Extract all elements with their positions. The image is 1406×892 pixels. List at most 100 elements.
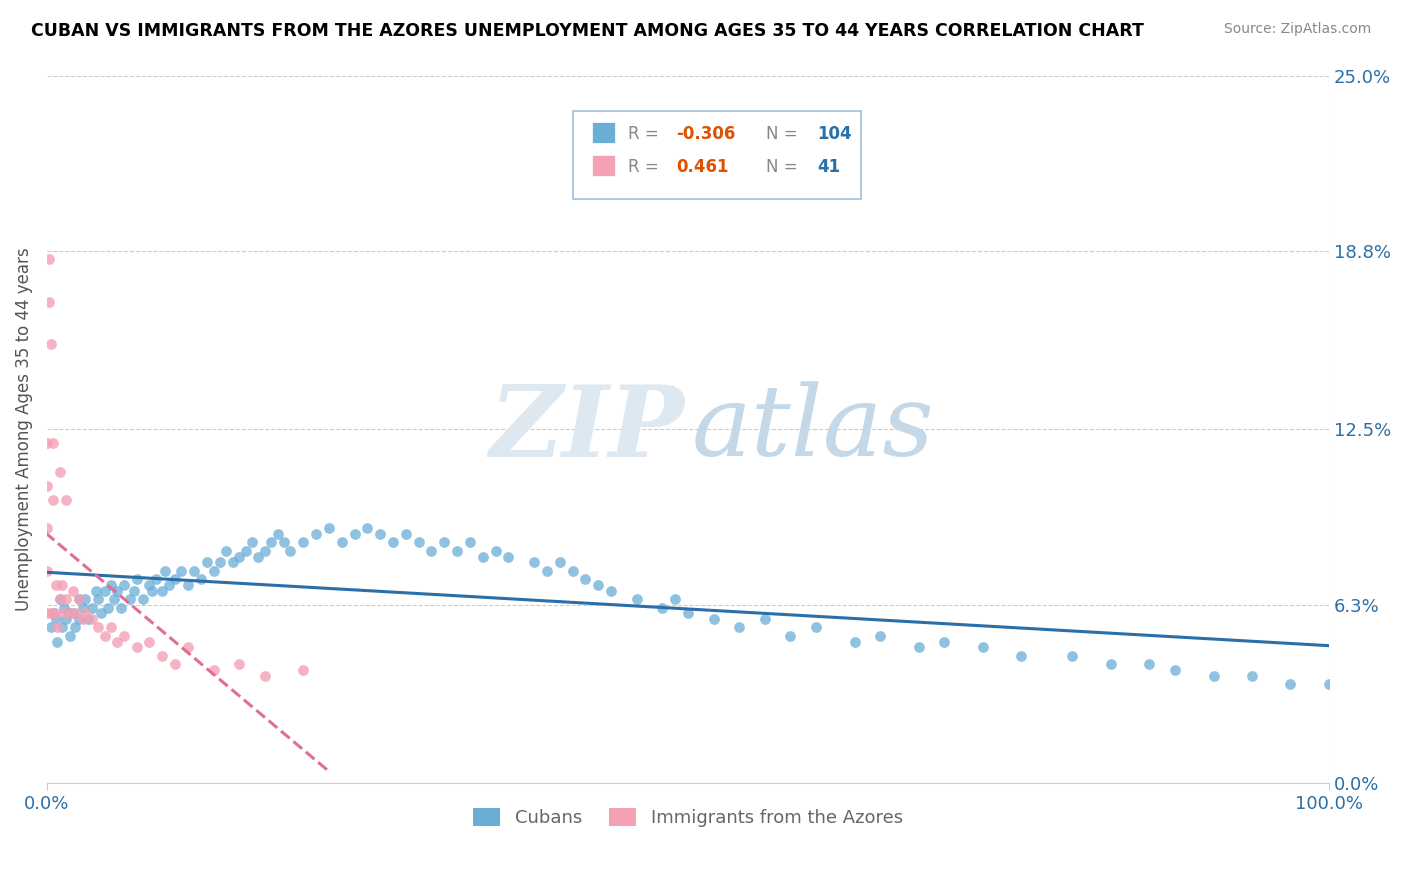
Point [972,640,994,655]
Point [67,592,90,607]
Point [150,583,173,598]
Point [190,572,212,586]
Point [90,606,112,620]
Point [420,544,443,558]
Point [1099,657,1122,672]
Point [38,252,60,267]
Point [75,606,97,620]
Point [368,527,391,541]
Point [273,535,295,549]
Point [100,620,122,634]
Point [80,612,103,626]
Point [59,606,82,620]
Point [330,535,353,549]
Point [195,555,218,569]
Point [132,592,155,607]
Point [48,592,70,607]
Point [55,612,77,626]
Point [779,629,801,643]
Point [754,612,776,626]
Point [600,583,623,598]
Point [305,527,328,541]
Point [120,592,142,607]
Point [58,606,80,620]
Point [112,578,135,592]
Point [35,479,58,493]
Point [103,592,125,607]
Point [260,535,283,549]
Point [626,592,648,607]
Text: 41: 41 [817,159,841,177]
Point [122,583,145,598]
Point [42,436,65,450]
Point [51,578,73,592]
Point [87,620,110,634]
Point [240,535,263,549]
Text: Source: ZipAtlas.com: Source: ZipAtlas.com [1223,22,1371,37]
Point [844,634,866,648]
Point [93,583,115,598]
Text: 0.461: 0.461 [676,159,728,177]
Point [292,535,315,549]
Point [561,564,583,578]
Point [112,629,135,643]
Point [52,606,75,620]
Point [75,592,97,607]
Point [523,555,546,569]
Bar [592,155,614,176]
Point [145,572,167,586]
Point [48,592,70,607]
Text: CUBAN VS IMMIGRANTS FROM THE AZORES UNEMPLOYMENT AMONG AGES 35 TO 44 YEARS CORRE: CUBAN VS IMMIGRANTS FROM THE AZORES UNEM… [31,22,1144,40]
Point [52,600,75,615]
Point [1010,648,1032,663]
Point [1317,677,1340,691]
Point [536,564,558,578]
Point [105,583,128,598]
Point [46,620,69,634]
Point [77,612,100,626]
Legend: Cubans, Immigrants from the Azores: Cubans, Immigrants from the Azores [465,800,910,834]
Point [484,544,506,558]
Point [44,606,66,620]
Point [1279,677,1302,691]
Point [87,592,110,607]
Point [1139,657,1161,672]
Point [574,572,596,586]
Point [35,564,58,578]
Point [35,521,58,535]
Point [934,634,956,648]
Point [343,527,366,541]
Point [42,493,65,508]
Point [356,521,378,535]
Point [138,578,160,592]
Point [157,578,180,592]
Point [247,549,270,564]
Point [93,629,115,643]
Text: R =: R = [627,125,664,144]
Point [67,612,90,626]
Point [100,578,122,592]
Point [165,572,187,586]
Point [84,583,107,598]
Text: atlas: atlas [692,382,935,477]
Point [446,544,468,558]
Y-axis label: Unemployment Among Ages 35 to 44 years: Unemployment Among Ages 35 to 44 years [15,247,32,611]
Text: R =: R = [627,159,664,177]
Point [63,620,86,634]
Point [72,600,94,615]
Point [235,544,257,558]
Point [222,555,245,569]
Point [67,592,90,607]
Point [548,555,571,569]
Point [253,544,276,558]
Point [1062,648,1084,663]
Point [676,606,699,620]
Point [907,640,929,655]
Text: -0.306: -0.306 [676,125,735,144]
Point [153,564,176,578]
Point [55,493,77,508]
Point [110,600,132,615]
Text: N =: N = [766,159,803,177]
Point [35,606,58,620]
Text: ZIP: ZIP [489,381,685,477]
